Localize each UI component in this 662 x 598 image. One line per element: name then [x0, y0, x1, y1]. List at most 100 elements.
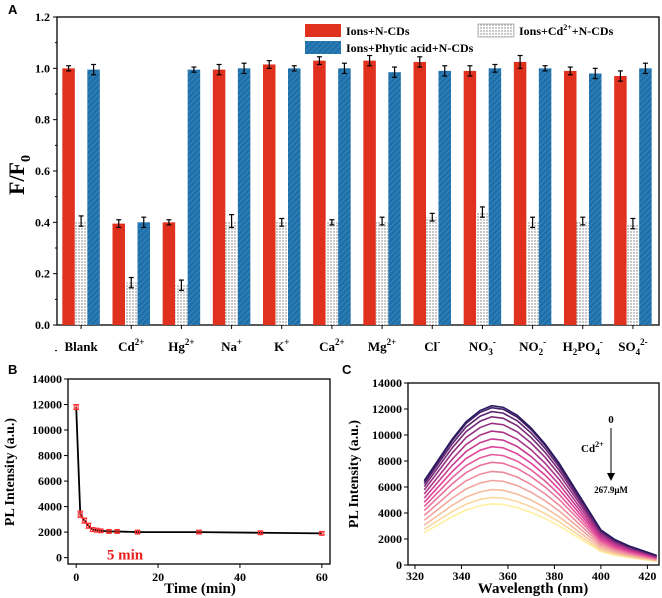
- panel-a-letter: A: [8, 2, 18, 17]
- series-line: [75, 407, 322, 535]
- panel-b-letter: B: [8, 362, 17, 377]
- bar: [538, 68, 552, 325]
- y-tick-label: 0: [396, 558, 402, 572]
- legend-swatch: [305, 41, 341, 54]
- spectrum-line: [423, 404, 657, 557]
- y-tick-label: 12000: [372, 402, 402, 416]
- panel-c-annotation: 0 Cd2+ 267.9μM: [581, 414, 628, 495]
- bar: [212, 69, 226, 325]
- y-tick-label: 0.2: [35, 267, 50, 281]
- cat-sup2: -: [493, 337, 496, 347]
- bar: [187, 69, 201, 325]
- panel-a-y-ticks: 0.0 0.2 0.4 0.6 0.8 1.0 1.2: [35, 10, 57, 352]
- category-label: Na+: [221, 337, 242, 354]
- bar: [589, 73, 602, 325]
- spectrum-line: [423, 430, 657, 558]
- x-tick-label: 20: [152, 570, 164, 584]
- cat-sup: -: [437, 337, 440, 347]
- category-label: Cd2+: [118, 337, 144, 354]
- bar: [225, 221, 238, 325]
- panel-c-letter: C: [342, 362, 352, 377]
- cat-base: NO: [519, 339, 539, 354]
- cat-base: Hg: [168, 339, 185, 354]
- panel-a-y-axis-label: F/F0: [4, 155, 34, 195]
- spectrum-line: [423, 461, 657, 560]
- spectrum-line: [423, 479, 657, 561]
- legend-sup: 2+: [563, 23, 572, 32]
- bar: [513, 61, 527, 326]
- cat-base: Na: [221, 339, 237, 354]
- spectrum-line: [423, 445, 657, 559]
- cat-base: Mg: [368, 339, 387, 354]
- y-tick-label: 4000: [378, 506, 402, 520]
- y-tick-label: 14000: [32, 372, 62, 386]
- data-point: [135, 529, 141, 535]
- cat-sup: 2+: [335, 337, 345, 347]
- y-tick-label: 0.0: [35, 318, 50, 332]
- bar: [87, 69, 100, 325]
- category-label: K+: [274, 337, 289, 354]
- cat-sup: +: [284, 337, 289, 347]
- cat-base: Cl: [424, 339, 437, 354]
- bar: [112, 223, 125, 325]
- panel-c-frame: [407, 382, 660, 566]
- panel-a-y-label-main: F/F: [4, 162, 29, 195]
- legend-text: Ions+Phytic acid+N-CDs: [346, 41, 474, 55]
- data-point: [85, 523, 91, 529]
- panel-b-x-ticks: 0 20 40 60: [73, 564, 328, 584]
- category-label: SO42-: [618, 337, 647, 357]
- data-point: [73, 404, 79, 410]
- spectrum-line: [423, 422, 657, 558]
- legend-text: Ions+N-CDs: [346, 24, 410, 38]
- bar: [614, 76, 627, 326]
- bar: [338, 68, 351, 325]
- ion-base: Cd: [581, 443, 595, 455]
- y-tick-label: 6000: [38, 474, 62, 488]
- bar: [313, 60, 326, 326]
- panel-a-bar-chart: A 0.00.20.40.60.81.01.2 Blank Cd2+ Hg2+ Na+…: [4, 2, 660, 357]
- legend-rest: +N-CDs: [572, 24, 614, 38]
- bar: [488, 68, 502, 325]
- bar: [125, 282, 138, 325]
- y-tick-label: 0: [56, 551, 62, 565]
- cat-base: K: [274, 339, 285, 354]
- bar: [413, 61, 426, 326]
- bar: [426, 217, 439, 325]
- bar: [626, 223, 640, 325]
- bar: [288, 68, 301, 325]
- panel-b-frame: [67, 378, 331, 565]
- spectrum-line: [423, 503, 657, 563]
- cat-sup: 2+: [387, 337, 397, 347]
- data-point: [319, 530, 325, 536]
- y-tick-label: 2000: [38, 525, 62, 539]
- annotation-ion: Cd2+: [581, 440, 604, 455]
- panel-b-x-axis-label: Time (min): [164, 581, 236, 597]
- category-label: H2PO4-: [563, 337, 603, 357]
- panel-c-x-ticks: 320 340 360 380 400 420: [406, 565, 656, 583]
- spectrum-line: [423, 453, 657, 560]
- data-point: [98, 528, 104, 534]
- y-tick-label: 1.0: [35, 61, 50, 75]
- legend-label: Ions+N-CDs: [346, 24, 410, 38]
- cat-sub2: 4: [595, 347, 600, 357]
- panel-b-annotation: 5 min: [107, 548, 144, 564]
- category-label: Mg2+: [368, 337, 396, 354]
- panel-c-x-axis-label: Wavelength (nm): [478, 581, 588, 597]
- data-point: [196, 529, 202, 535]
- x-tick-label: 380: [545, 569, 563, 583]
- cat-base: Cd: [118, 339, 135, 354]
- category-label: Ca2+: [319, 337, 345, 354]
- category-label: NO3-: [469, 337, 496, 357]
- panel-b-series: [73, 404, 325, 536]
- panel-b-y-axis-label: PL Intensity (a.u.): [3, 418, 18, 526]
- spectrum-line: [423, 496, 657, 562]
- cat-sup2: -: [543, 337, 546, 347]
- legend-text: Ions+Cd: [519, 24, 564, 38]
- cat-sub: 2: [573, 347, 578, 357]
- category-label: Blank: [64, 339, 98, 354]
- y-tick-label: 4000: [38, 500, 62, 514]
- y-tick-label: 1.2: [35, 10, 50, 24]
- data-point: [106, 528, 112, 534]
- bar: [375, 221, 389, 325]
